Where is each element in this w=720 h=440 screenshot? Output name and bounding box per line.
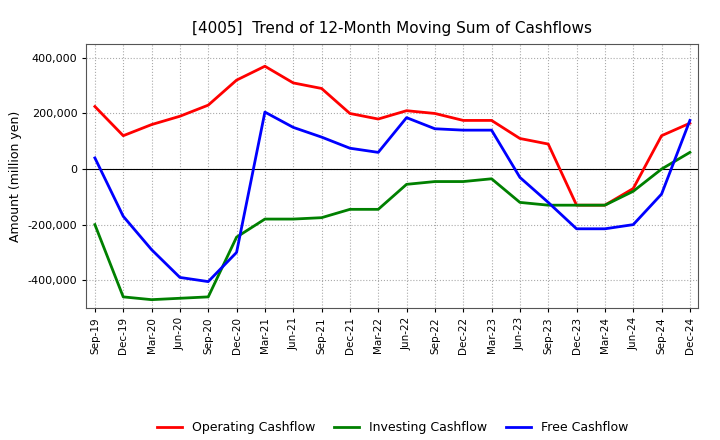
Operating Cashflow xyxy=(657,133,666,138)
Free Cashflow xyxy=(685,118,694,123)
Operating Cashflow xyxy=(402,108,411,114)
Y-axis label: Amount (million yen): Amount (million yen) xyxy=(9,110,22,242)
Investing Cashflow xyxy=(176,296,184,301)
Free Cashflow xyxy=(119,214,127,219)
Operating Cashflow xyxy=(544,141,552,147)
Operating Cashflow xyxy=(685,121,694,126)
Investing Cashflow xyxy=(459,179,467,184)
Free Cashflow xyxy=(346,146,354,151)
Operating Cashflow xyxy=(119,133,127,138)
Investing Cashflow xyxy=(629,189,637,194)
Investing Cashflow xyxy=(657,166,666,172)
Operating Cashflow xyxy=(233,77,241,83)
Operating Cashflow xyxy=(600,202,609,208)
Line: Operating Cashflow: Operating Cashflow xyxy=(95,66,690,205)
Operating Cashflow xyxy=(261,64,269,69)
Investing Cashflow xyxy=(204,294,212,300)
Free Cashflow xyxy=(572,226,581,231)
Operating Cashflow xyxy=(318,86,326,91)
Operating Cashflow xyxy=(572,202,581,208)
Free Cashflow xyxy=(233,250,241,255)
Operating Cashflow xyxy=(629,186,637,191)
Investing Cashflow xyxy=(91,222,99,227)
Investing Cashflow xyxy=(600,202,609,208)
Free Cashflow xyxy=(176,275,184,280)
Free Cashflow xyxy=(629,222,637,227)
Operating Cashflow xyxy=(176,114,184,119)
Free Cashflow xyxy=(516,175,524,180)
Free Cashflow xyxy=(544,200,552,205)
Investing Cashflow xyxy=(487,176,496,181)
Free Cashflow xyxy=(431,126,439,132)
Investing Cashflow xyxy=(431,179,439,184)
Operating Cashflow xyxy=(91,104,99,109)
Investing Cashflow xyxy=(346,207,354,212)
Operating Cashflow xyxy=(346,111,354,116)
Operating Cashflow xyxy=(459,118,467,123)
Free Cashflow xyxy=(600,226,609,231)
Free Cashflow xyxy=(459,128,467,133)
Operating Cashflow xyxy=(204,103,212,108)
Operating Cashflow xyxy=(289,80,297,85)
Investing Cashflow xyxy=(374,207,382,212)
Investing Cashflow xyxy=(516,200,524,205)
Free Cashflow xyxy=(402,115,411,120)
Investing Cashflow xyxy=(544,202,552,208)
Operating Cashflow xyxy=(431,111,439,116)
Title: [4005]  Trend of 12-Month Moving Sum of Cashflows: [4005] Trend of 12-Month Moving Sum of C… xyxy=(192,21,593,36)
Legend: Operating Cashflow, Investing Cashflow, Free Cashflow: Operating Cashflow, Investing Cashflow, … xyxy=(152,416,633,439)
Free Cashflow xyxy=(657,191,666,197)
Free Cashflow xyxy=(318,135,326,140)
Operating Cashflow xyxy=(148,122,156,127)
Free Cashflow xyxy=(374,150,382,155)
Investing Cashflow xyxy=(119,294,127,300)
Investing Cashflow xyxy=(572,202,581,208)
Operating Cashflow xyxy=(374,117,382,122)
Operating Cashflow xyxy=(516,136,524,141)
Free Cashflow xyxy=(91,155,99,161)
Operating Cashflow xyxy=(487,118,496,123)
Investing Cashflow xyxy=(233,235,241,240)
Line: Investing Cashflow: Investing Cashflow xyxy=(95,152,690,300)
Free Cashflow xyxy=(204,279,212,284)
Free Cashflow xyxy=(487,128,496,133)
Free Cashflow xyxy=(148,247,156,252)
Investing Cashflow xyxy=(261,216,269,222)
Investing Cashflow xyxy=(402,182,411,187)
Free Cashflow xyxy=(289,125,297,130)
Investing Cashflow xyxy=(318,215,326,220)
Investing Cashflow xyxy=(685,150,694,155)
Investing Cashflow xyxy=(289,216,297,222)
Line: Free Cashflow: Free Cashflow xyxy=(95,112,690,282)
Free Cashflow xyxy=(261,110,269,115)
Investing Cashflow xyxy=(148,297,156,302)
